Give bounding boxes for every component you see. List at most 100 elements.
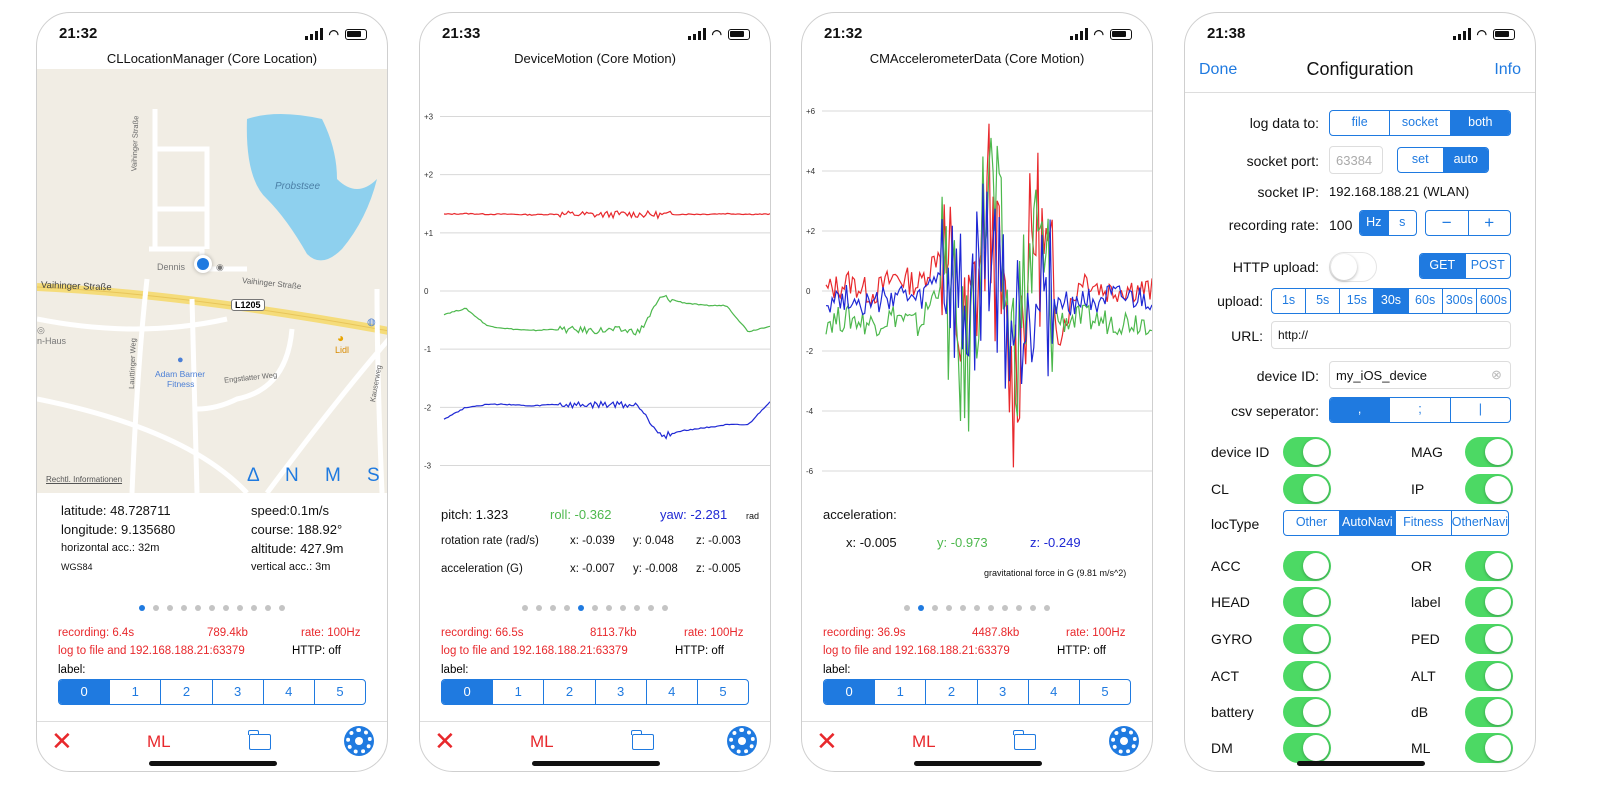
log-option[interactable]: both bbox=[1449, 111, 1510, 135]
label-option[interactable]: 5 bbox=[696, 680, 748, 704]
ml-toggle[interactable] bbox=[1465, 733, 1513, 763]
url-input[interactable]: http:// bbox=[1271, 321, 1511, 349]
upload-option[interactable]: 300s bbox=[1441, 289, 1476, 313]
cl-toggle[interactable] bbox=[1283, 474, 1331, 504]
ml-button[interactable]: ML bbox=[530, 732, 554, 751]
compass-delta[interactable]: Δ bbox=[247, 465, 260, 486]
gear-icon[interactable] bbox=[1111, 728, 1137, 754]
label-option[interactable]: 5 bbox=[1078, 680, 1130, 704]
upload-option[interactable]: 15s bbox=[1339, 289, 1373, 313]
port-option[interactable]: auto bbox=[1442, 148, 1488, 172]
page-dots[interactable] bbox=[802, 605, 1152, 611]
csv-option[interactable]: | bbox=[1449, 398, 1510, 422]
label-option[interactable]: 2 bbox=[160, 680, 211, 704]
map-mode-m[interactable]: M bbox=[325, 465, 341, 486]
label-option[interactable]: 1 bbox=[492, 680, 543, 704]
label-option[interactable]: 2 bbox=[543, 680, 594, 704]
loctype-segment[interactable]: Other AutoNavi Fitness OtherNavi bbox=[1283, 510, 1509, 536]
csv-option[interactable]: , bbox=[1330, 398, 1390, 422]
head-toggle[interactable] bbox=[1283, 587, 1331, 617]
http-upload-toggle[interactable] bbox=[1329, 252, 1377, 282]
label-segment[interactable]: 0 1 2 3 4 5 bbox=[441, 679, 749, 705]
rate-unit-option[interactable]: s bbox=[1387, 211, 1417, 235]
csv-option[interactable]: ; bbox=[1389, 398, 1449, 422]
label-option[interactable]: 3 bbox=[976, 680, 1028, 704]
label-option[interactable]: 0 bbox=[442, 680, 493, 704]
or-toggle[interactable] bbox=[1465, 551, 1513, 581]
act-toggle[interactable] bbox=[1283, 661, 1331, 691]
page-dots[interactable] bbox=[420, 605, 770, 611]
device-id-input[interactable]: my_iOS_device bbox=[1329, 361, 1511, 389]
label-option[interactable]: 4 bbox=[262, 680, 314, 704]
upload-option[interactable]: 5s bbox=[1305, 289, 1339, 313]
label-option[interactable]: 2 bbox=[925, 680, 976, 704]
stop-icon[interactable]: ✕ bbox=[51, 726, 73, 756]
upload-option[interactable]: 1s bbox=[1281, 293, 1296, 307]
ip-toggle[interactable] bbox=[1465, 474, 1513, 504]
label-option[interactable]: 0 bbox=[59, 680, 110, 704]
clear-icon[interactable]: ⊗ bbox=[1491, 367, 1502, 382]
loctype-option[interactable]: Fitness bbox=[1394, 511, 1451, 535]
stop-icon[interactable]: ✕ bbox=[434, 726, 456, 756]
label-segment[interactable]: 0 1 2 3 4 5 bbox=[823, 679, 1131, 705]
map-view[interactable]: Probstsee Vaihinger Straße Vaihinger Str… bbox=[37, 69, 387, 493]
ml-button[interactable]: ML bbox=[147, 732, 171, 751]
label-option[interactable]: 3 bbox=[211, 680, 263, 704]
port-option[interactable]: set bbox=[1411, 152, 1429, 166]
decrement-button[interactable]: − bbox=[1441, 213, 1452, 232]
folder-icon[interactable] bbox=[248, 730, 271, 750]
folder-icon[interactable] bbox=[1013, 730, 1036, 750]
log-option[interactable]: file bbox=[1351, 115, 1368, 129]
map-mode-s[interactable]: S bbox=[367, 465, 380, 486]
label-option[interactable]: 4 bbox=[1027, 680, 1079, 704]
log-option[interactable]: socket bbox=[1389, 111, 1449, 135]
acc-toggle[interactable] bbox=[1283, 551, 1331, 581]
http-method-option[interactable]: GET bbox=[1420, 254, 1465, 278]
http-method-segment[interactable]: GET POST bbox=[1419, 253, 1511, 279]
increment-button[interactable]: + bbox=[1467, 211, 1511, 235]
dm-toggle[interactable] bbox=[1283, 733, 1331, 763]
gear-icon[interactable] bbox=[729, 728, 755, 754]
csv-separator-segment[interactable]: , ; | bbox=[1329, 397, 1511, 423]
upload-interval-segment[interactable]: 1s 5s 15s 30s 60s 300s 600s bbox=[1271, 288, 1511, 314]
loctype-option[interactable]: Other bbox=[1295, 515, 1328, 529]
rate-unit-option[interactable]: Hz bbox=[1360, 211, 1388, 235]
stop-icon[interactable]: ✕ bbox=[816, 726, 838, 756]
db-toggle[interactable] bbox=[1465, 697, 1513, 727]
done-button[interactable]: Done bbox=[1199, 61, 1238, 78]
legal-link[interactable]: Rechtl. Informationen bbox=[46, 475, 123, 484]
rotation-x: x: -0.039 bbox=[570, 535, 615, 547]
label-option[interactable]: 3 bbox=[594, 680, 646, 704]
http-method-option[interactable]: POST bbox=[1464, 254, 1511, 278]
gear-icon[interactable] bbox=[346, 728, 372, 754]
mag-toggle[interactable] bbox=[1465, 437, 1513, 467]
ped-toggle[interactable] bbox=[1465, 624, 1513, 654]
rate-stepper[interactable]: − + bbox=[1425, 210, 1511, 236]
label-option[interactable]: 0 bbox=[824, 680, 875, 704]
map-mode-n[interactable]: N bbox=[285, 465, 299, 486]
loctype-option[interactable]: OtherNavi bbox=[1450, 511, 1508, 535]
gyro-toggle[interactable] bbox=[1283, 624, 1331, 654]
upload-option[interactable]: 30s bbox=[1373, 289, 1408, 313]
folder-icon[interactable] bbox=[631, 730, 654, 750]
device-id-toggle[interactable] bbox=[1283, 437, 1331, 467]
port-input[interactable]: 63384 bbox=[1329, 146, 1383, 174]
label-option[interactable]: 1 bbox=[874, 680, 925, 704]
info-button[interactable]: Info bbox=[1494, 61, 1521, 78]
loctype-option[interactable]: AutoNavi bbox=[1338, 511, 1395, 535]
alt-toggle[interactable] bbox=[1465, 661, 1513, 691]
label-toggle[interactable] bbox=[1465, 587, 1513, 617]
lake-label: Probstsee bbox=[275, 181, 321, 192]
page-dots[interactable] bbox=[37, 605, 387, 611]
label-segment[interactable]: 0 1 2 3 4 5 bbox=[58, 679, 366, 705]
rate-unit-segment[interactable]: Hz s bbox=[1359, 210, 1417, 236]
port-mode-segment[interactable]: set auto bbox=[1397, 147, 1489, 173]
ml-button[interactable]: ML bbox=[912, 732, 936, 751]
battery-toggle[interactable] bbox=[1283, 697, 1331, 727]
label-option[interactable]: 4 bbox=[645, 680, 697, 704]
label-option[interactable]: 5 bbox=[313, 680, 365, 704]
upload-option[interactable]: 60s bbox=[1407, 289, 1442, 313]
log-destination-segment[interactable]: file socket both bbox=[1329, 110, 1511, 136]
upload-option[interactable]: 600s bbox=[1475, 289, 1510, 313]
label-option[interactable]: 1 bbox=[109, 680, 160, 704]
